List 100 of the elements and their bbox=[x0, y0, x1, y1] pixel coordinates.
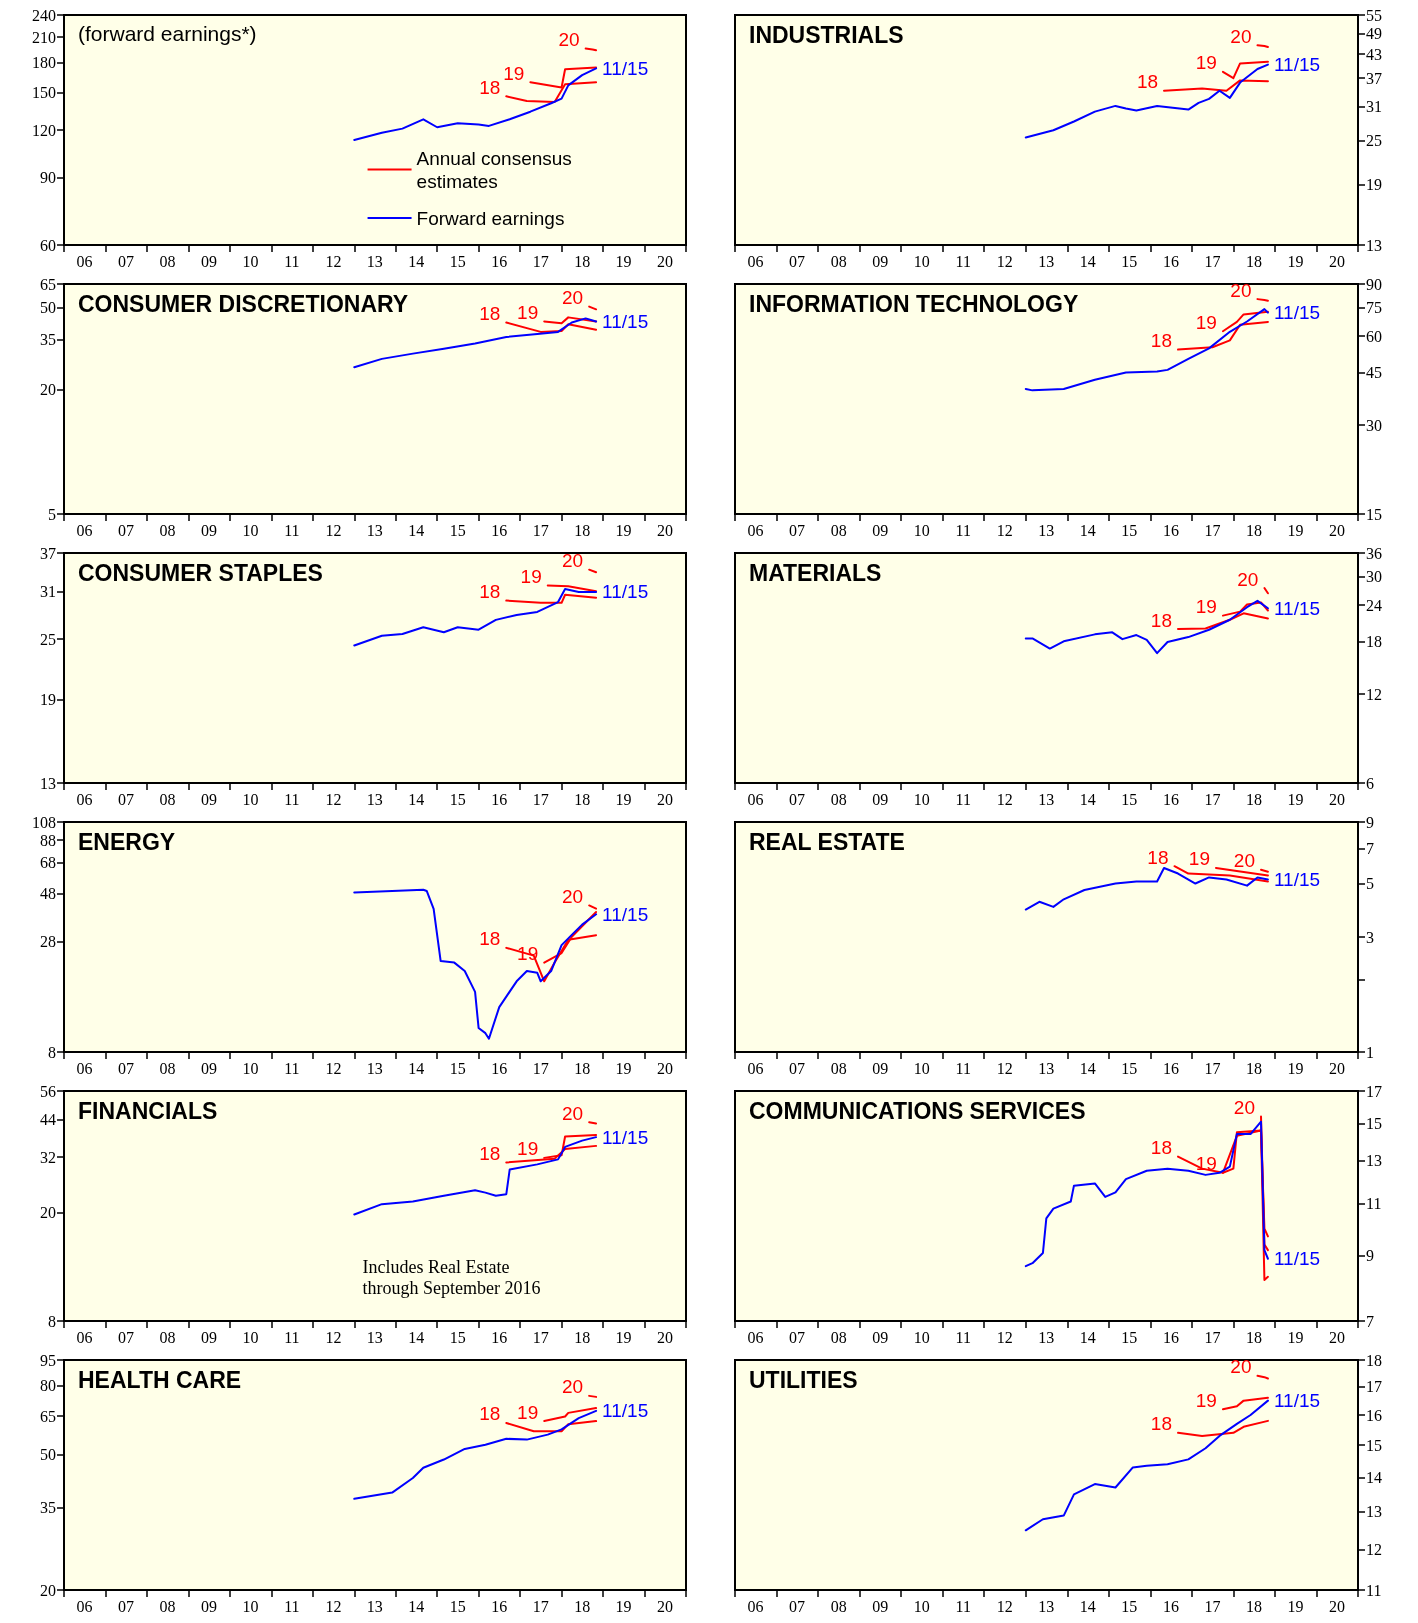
x-tick-label: 09 bbox=[200, 521, 217, 539]
x-tick-label: 08 bbox=[159, 521, 176, 539]
x-tick-label: 08 bbox=[830, 1597, 847, 1615]
y-tick-label: 20 bbox=[40, 1581, 56, 1599]
x-tick-label: 13 bbox=[1038, 521, 1055, 539]
annotation: 20 bbox=[562, 550, 584, 572]
y-tick-label: 17 bbox=[1366, 1082, 1382, 1100]
annotation: 19 bbox=[520, 566, 542, 588]
annotation: 19 bbox=[517, 301, 539, 323]
x-tick-label: 14 bbox=[1079, 1059, 1096, 1077]
chart-title: CONSUMER DISCRETIONARY bbox=[78, 290, 409, 317]
x-tick-label: 13 bbox=[366, 790, 383, 808]
y-tick-label: 68 bbox=[40, 854, 56, 872]
x-tick-label: 11 bbox=[284, 1059, 300, 1077]
chart-title: CONSUMER STAPLES bbox=[78, 559, 323, 586]
x-tick-label: 06 bbox=[747, 521, 764, 539]
x-tick-label: 13 bbox=[366, 521, 383, 539]
annotation: 18 bbox=[479, 303, 501, 325]
y-tick-label: 17 bbox=[1366, 1378, 1382, 1396]
y-tick-label: 60 bbox=[1366, 327, 1382, 345]
x-tick-label: 08 bbox=[830, 1059, 847, 1077]
y-tick-label: 108 bbox=[32, 813, 56, 831]
x-tick-label: 19 bbox=[615, 521, 632, 539]
x-tick-label: 07 bbox=[789, 790, 806, 808]
y-tick-label: 19 bbox=[40, 691, 56, 709]
y-tick-label: 37 bbox=[1366, 69, 1382, 87]
x-tick-label: 19 bbox=[615, 252, 632, 270]
legend-label: Annual consensus estimates bbox=[416, 147, 578, 192]
x-tick-label: 20 bbox=[1329, 1328, 1346, 1346]
x-tick-label: 08 bbox=[159, 252, 176, 270]
line-series bbox=[353, 888, 598, 1040]
y-tick-label: 90 bbox=[1366, 275, 1382, 293]
chart-title: MATERIALS bbox=[749, 559, 882, 586]
y-tick-label: 240 bbox=[32, 6, 56, 24]
x-tick-label: 19 bbox=[1287, 1597, 1304, 1615]
annotation: 11/15 bbox=[602, 581, 649, 603]
x-tick-label: 09 bbox=[872, 1059, 889, 1077]
x-tick-label: 06 bbox=[76, 1059, 93, 1077]
chart-title: HEALTH CARE bbox=[78, 1366, 242, 1393]
annotation: 11/15 bbox=[1273, 868, 1321, 890]
annotation: 20 bbox=[562, 287, 584, 309]
x-tick-label: 13 bbox=[366, 1059, 383, 1077]
x-tick-label: 20 bbox=[657, 521, 674, 539]
x-tick-label: 09 bbox=[200, 1059, 217, 1077]
annotation: 20 bbox=[1230, 279, 1252, 301]
annotation: 20 bbox=[1233, 850, 1256, 872]
x-tick-label: 17 bbox=[532, 790, 549, 808]
y-tick-label: 15 bbox=[1366, 1114, 1382, 1132]
y-tick-label: 35 bbox=[40, 1498, 56, 1516]
y-tick-label: 50 bbox=[40, 299, 56, 317]
x-tick-label: 10 bbox=[242, 252, 259, 270]
x-tick-label: 10 bbox=[242, 790, 259, 808]
y-tick-label: 24 bbox=[1366, 596, 1382, 614]
y-tick-label: 15 bbox=[1366, 505, 1382, 523]
chart-title: COMMUNICATIONS SERVICES bbox=[749, 1097, 1086, 1124]
x-tick-label: 16 bbox=[1162, 521, 1179, 539]
x-tick-label: 12 bbox=[996, 1059, 1013, 1077]
y-tick-label: 88 bbox=[40, 831, 56, 849]
x-tick-label: 14 bbox=[408, 1597, 425, 1615]
y-tick-label: 9 bbox=[1366, 1247, 1374, 1265]
x-tick-label: 17 bbox=[532, 252, 549, 270]
x-tick-label: 13 bbox=[1038, 252, 1055, 270]
y-tick-label: 8 bbox=[48, 1043, 56, 1061]
x-tick-label: 15 bbox=[449, 790, 466, 808]
annotation: 18 bbox=[479, 76, 501, 98]
x-tick-label: 16 bbox=[1162, 252, 1179, 270]
x-tick-label: 16 bbox=[1162, 790, 1179, 808]
x-tick-label: 10 bbox=[913, 521, 930, 539]
x-tick-label: 20 bbox=[1329, 252, 1346, 270]
x-tick-label: 17 bbox=[1204, 790, 1221, 808]
x-tick-label: 14 bbox=[1079, 521, 1096, 539]
x-tick-label: 06 bbox=[76, 521, 93, 539]
y-tick-label: 25 bbox=[1366, 132, 1382, 150]
x-tick-label: 10 bbox=[242, 1328, 259, 1346]
y-tick-label: 13 bbox=[1366, 236, 1382, 254]
x-tick-label: 18 bbox=[1245, 1059, 1262, 1077]
x-tick-label: 09 bbox=[872, 1597, 889, 1615]
x-tick-label: 12 bbox=[996, 252, 1013, 270]
x-tick-label: 11 bbox=[284, 1597, 300, 1615]
x-tick-label: 12 bbox=[996, 521, 1013, 539]
x-tick-label: 12 bbox=[996, 1597, 1013, 1615]
annotation: 11/15 bbox=[1273, 597, 1321, 619]
x-tick-label: 08 bbox=[830, 1328, 847, 1346]
y-tick-label: 37 bbox=[40, 544, 56, 562]
annotation: 20 bbox=[562, 885, 584, 907]
annotation: 11/15 bbox=[602, 903, 649, 925]
y-tick-label: 5 bbox=[1366, 875, 1374, 893]
x-tick-label: 14 bbox=[1079, 1597, 1096, 1615]
annotation: 18 bbox=[1150, 1137, 1172, 1159]
x-tick-label: 18 bbox=[574, 1059, 591, 1077]
x-tick-label: 19 bbox=[615, 1059, 632, 1077]
annotation: 18 bbox=[479, 928, 501, 950]
y-tick-label: 150 bbox=[32, 84, 56, 102]
x-tick-label: 13 bbox=[1038, 1328, 1055, 1346]
y-tick-label: 56 bbox=[40, 1082, 56, 1100]
annotation: 18 bbox=[479, 1403, 501, 1425]
x-tick-label: 12 bbox=[325, 1597, 342, 1615]
annotation: 19 bbox=[1195, 596, 1217, 618]
y-tick-label: 31 bbox=[1366, 97, 1382, 115]
x-tick-label: 13 bbox=[366, 1328, 383, 1346]
